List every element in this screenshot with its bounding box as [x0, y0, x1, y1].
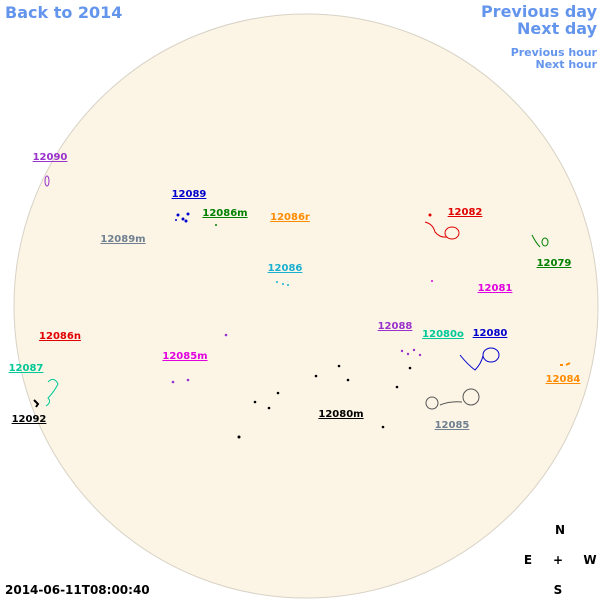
- feature: [400, 348, 422, 357]
- feature: [44, 175, 50, 187]
- region-label: 12092: [12, 414, 47, 425]
- region-label: 12085m: [162, 351, 207, 362]
- region-label: 12087: [9, 363, 44, 374]
- feature: [237, 364, 412, 439]
- compass-west: W: [583, 553, 596, 567]
- compass-south: S: [554, 583, 563, 597]
- next-hour-link[interactable]: Next hour: [536, 58, 598, 71]
- feature: [560, 362, 571, 366]
- feature: [424, 213, 460, 240]
- region-label: 12086n: [39, 331, 81, 342]
- previous-day-link[interactable]: Previous day: [481, 2, 598, 21]
- feature: [276, 281, 289, 286]
- timestamp: 2014-06-11T08:00:40: [5, 583, 150, 597]
- region-label: 12080m: [318, 409, 363, 420]
- feature: [175, 212, 190, 223]
- region-label: 12080o: [422, 329, 464, 340]
- region-label: 12079: [537, 258, 572, 269]
- region-label: 12088: [378, 321, 413, 332]
- feature: [431, 280, 433, 282]
- region-label: 12084: [546, 374, 581, 385]
- feature: [459, 347, 500, 371]
- region-label: 12090: [33, 152, 68, 163]
- previous-hour-link[interactable]: Previous hour: [511, 46, 598, 59]
- region-label: 12086m: [202, 208, 247, 219]
- region-label: 12089: [172, 189, 207, 200]
- feature: [171, 333, 228, 384]
- region-label: 12089m: [100, 234, 145, 245]
- region-label: 12086r: [270, 212, 310, 223]
- features: [33, 175, 571, 439]
- region-label: 12081: [478, 283, 513, 294]
- compass-center: +: [553, 553, 563, 567]
- feature: [531, 234, 549, 248]
- feature: [425, 388, 480, 410]
- solar-disk: [13, 13, 599, 599]
- region-label: 12086: [268, 263, 303, 274]
- region-label: 12085: [435, 420, 470, 431]
- back-link[interactable]: Back to 2014: [5, 3, 122, 22]
- feature: [33, 399, 40, 408]
- next-day-link[interactable]: Next day: [517, 19, 598, 38]
- compass-north: N: [555, 523, 565, 537]
- feature: [215, 224, 217, 226]
- region-label: 12080: [473, 328, 508, 339]
- region-label: 12082: [448, 207, 483, 218]
- compass-east: E: [524, 553, 532, 567]
- feature: [45, 378, 59, 407]
